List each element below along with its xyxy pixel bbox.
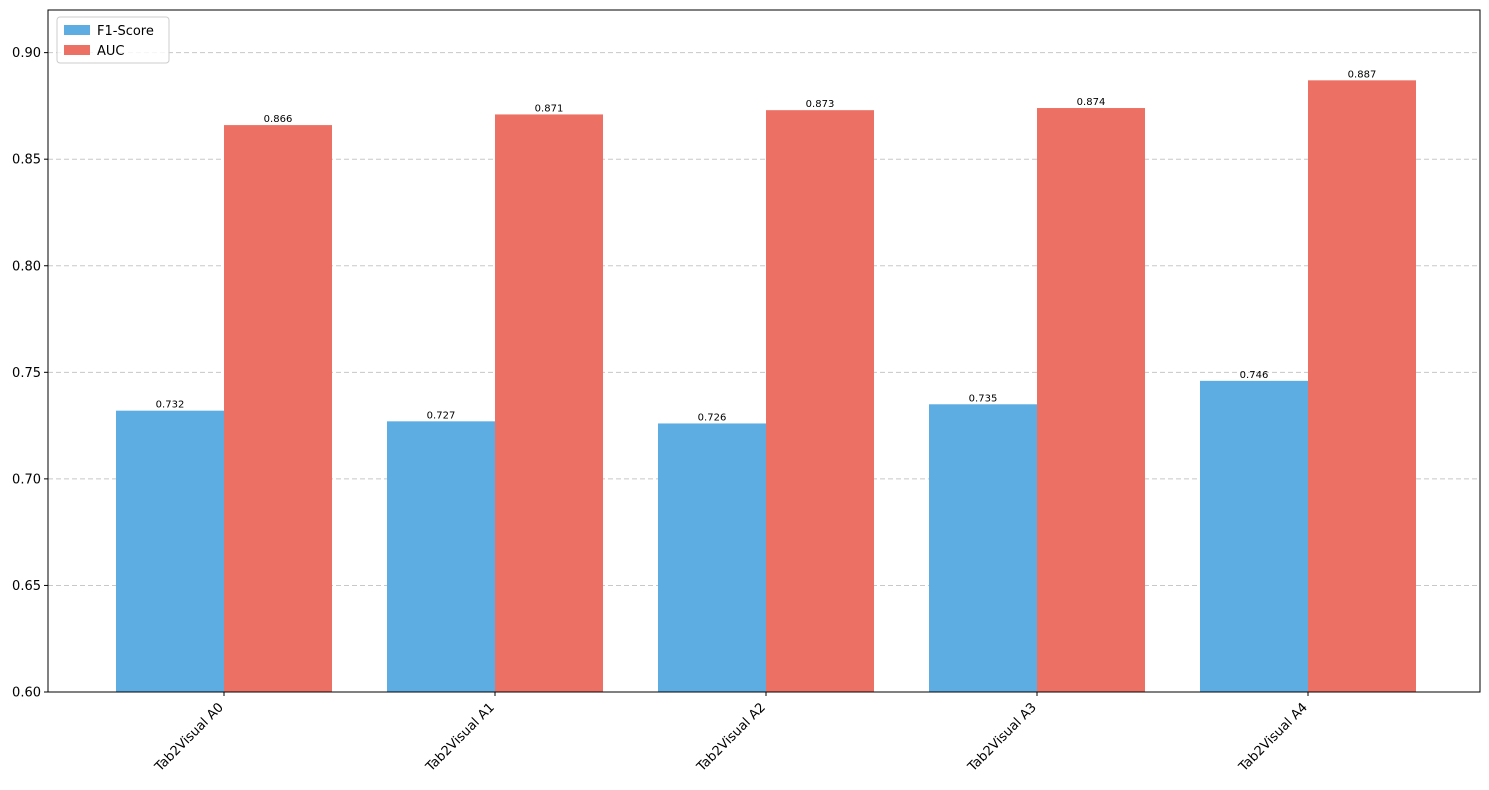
y-axis: 0.60 0.65 0.70 0.75 0.80 0.85 0.90 [12, 46, 48, 701]
bar-auc [495, 114, 603, 692]
y-tick-label: 0.60 [12, 686, 41, 701]
y-tick-label: 0.80 [12, 259, 41, 274]
data-label: 0.871 [535, 103, 564, 114]
plot-area-frame [47, 9, 1481, 693]
bar-f1-score [387, 421, 495, 692]
data-label: 0.873 [806, 99, 835, 110]
legend-swatch [64, 25, 90, 35]
bar-f1-score [658, 423, 766, 692]
y-tick-label: 0.65 [12, 579, 41, 594]
x-tick-label: Tab2Visual A0 [152, 700, 227, 775]
data-label: 0.727 [427, 410, 456, 421]
bar-f1-score [1200, 380, 1308, 692]
bar-f1-score [929, 404, 1037, 692]
legend-label: AUC [97, 44, 125, 59]
data-label: 0.726 [698, 412, 727, 423]
legend: F1-Score AUC [56, 16, 170, 64]
y-tick-label: 0.75 [12, 366, 41, 381]
data-label: 0.874 [1077, 97, 1106, 108]
y-tick-label: 0.85 [12, 153, 41, 168]
bars [116, 80, 1416, 693]
data-label: 0.746 [1240, 370, 1269, 381]
x-tick-label: Tab2Visual A3 [965, 700, 1040, 775]
x-tick-label: Tab2Visual A2 [694, 700, 769, 775]
x-tick-label: Tab2Visual A4 [1236, 700, 1311, 775]
legend-label: F1-Score [97, 24, 154, 39]
bar-auc [1308, 80, 1416, 693]
bar-auc [1037, 108, 1145, 693]
legend-swatch [64, 45, 90, 55]
y-tick-label: 0.70 [12, 472, 41, 487]
bar-f1-score [116, 410, 224, 692]
data-label: 0.735 [969, 393, 998, 404]
data-labels: 0.732 0.866 0.727 0.871 0.726 0.873 0.735 0.874… [156, 69, 1377, 423]
bar-auc [766, 110, 874, 692]
data-label: 0.732 [156, 400, 185, 411]
bar-auc [224, 125, 332, 692]
data-label: 0.866 [264, 114, 293, 125]
y-tick-label: 0.90 [12, 46, 41, 61]
x-axis: Tab2Visual A0 Tab2Visual A1 Tab2Visual A2 T… [152, 692, 1311, 775]
x-tick-label: Tab2Visual A1 [423, 700, 498, 775]
data-label: 0.887 [1348, 69, 1377, 80]
